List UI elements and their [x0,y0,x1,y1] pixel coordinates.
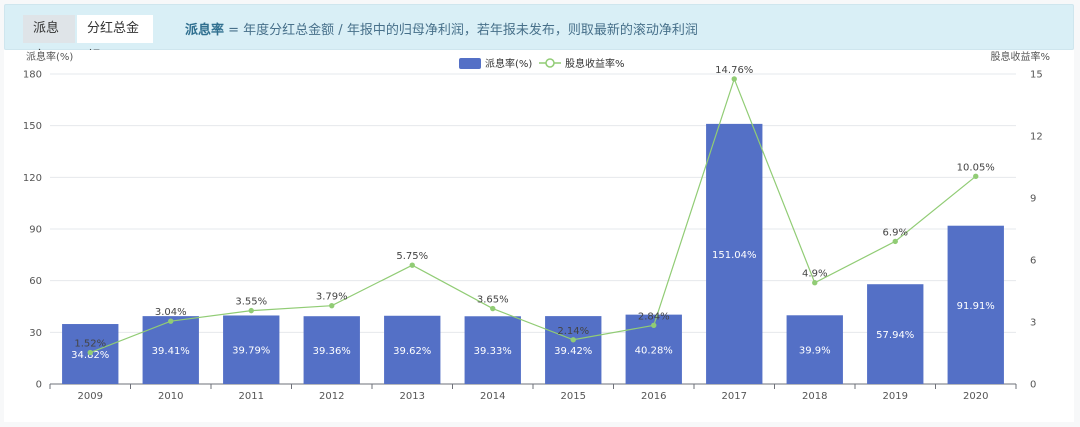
bar-data-label: 39.33% [474,346,512,357]
line-point [892,238,898,245]
line-dividend-yield [90,77,977,354]
legend-swatch-marker [545,58,555,68]
y-right-tick-label: 12 [1030,132,1043,143]
formula-description: 派息率 = 年度分红总金额 / 年报中的归母净利润，若年报未发布，则取最新的滚动… [185,19,698,38]
bar-data-label: 40.28% [635,345,673,356]
bar-payout-ratio [867,284,924,384]
line-data-label: 2.14% [557,326,589,337]
bar-payout-ratio [464,316,521,384]
line-point [812,280,818,286]
x-axis-tick-label: 2011 [239,391,264,402]
tab-payout-ratio[interactable]: 派息率 [23,15,75,64]
x-axis-tick-label: 2020 [963,391,988,402]
bar-payout-ratio [786,315,843,384]
line-data-label: 10.05% [957,162,995,173]
line-point [168,318,174,324]
y-right-tick-label: 15 [1030,70,1043,81]
line-data-label: 3.55% [235,297,267,308]
bar-data-label: 151.04% [712,250,757,261]
bar-payout-ratio [545,316,602,384]
bar-data-label: 39.41% [152,346,190,357]
y-right-tick-label: 0 [1030,380,1036,391]
line-point [490,305,496,312]
tab-total-dividend[interactable]: 分红总金额 [77,15,153,64]
x-axis-tick-label: 2014 [480,391,505,402]
chart-area: 0 30 60 90 120 150 180 0 3 6 9 12 15 派息率(%) 股息收益率% 34.8… [4,50,1074,422]
bar-payout-ratio [223,315,280,384]
formula-term: 派息率 [185,23,225,38]
y-left-tick-label: 120 [23,173,42,184]
y-left-tick-label: 150 [23,121,42,132]
y-left-axis-name: 派息率(%) [26,50,73,63]
line-point [570,337,576,343]
x-axis-tick-label: 2012 [319,391,344,402]
y-right-tick-label: 6 [1030,256,1036,267]
line-point [731,76,737,82]
line-point [409,262,415,268]
x-axis-tick-label: 2016 [641,391,666,402]
line-data-label: 3.79% [316,292,348,303]
line-point [248,307,254,314]
line-point [973,173,979,180]
y-right-tick-label: 9 [1030,194,1036,205]
formula-text: = 年度分红总金额 / 年报中的归母净利润，若年报未发布，则取最新的滚动净利润 [224,23,698,38]
bar-payout-ratio [142,316,199,384]
line-data-label: 6.9% [883,227,908,238]
chart-header-bar: 派息率 分红总金额 派息率 = 年度分红总金额 / 年报中的归母净利润，若年报未… [4,4,1074,64]
y-right-axis-name: 股息收益率% [990,50,1050,63]
bar-data-label: 39.79% [232,346,270,357]
bar-data-label: 34.82% [71,350,109,361]
bar-data-label: 39.42% [554,346,592,357]
line-data-label: 3.04% [155,307,187,318]
bar-payout-ratio [303,316,360,384]
line-point [87,349,93,356]
x-axis-tick-label: 2018 [802,391,827,402]
y-right-tick-label: 3 [1030,318,1036,329]
x-axis-tick-label: 2017 [722,391,747,402]
bar-data-label: 91.91% [957,301,995,312]
x-axis-tick-label: 2019 [883,391,908,402]
y-left-tick-label: 60 [29,276,42,287]
bar-data-label: 39.62% [393,346,431,357]
legend-label-bar: 派息率(%) [485,57,532,70]
x-axis-tick-label: 2010 [158,391,183,402]
legend-swatch-bar [459,58,481,69]
payout-chart: 0 30 60 90 120 150 180 0 3 6 9 12 15 派息率(%) 股息收益率% 34.8… [23,50,1050,402]
y-left-tick-label: 90 [29,225,42,236]
bar-payout-ratio [384,315,441,384]
bar-payout-ratio [706,123,763,385]
x-axis-tick-label: 2015 [561,391,586,402]
x-axis-tick-label: 2013 [400,391,425,402]
y-left-tick-label: 0 [36,380,42,391]
bar-data-label: 39.36% [313,346,351,357]
line-data-label: 2.84% [638,311,670,322]
line-data-label: 3.65% [477,295,509,306]
legend-label-line: 股息收益率% [565,57,625,70]
line-data-label: 14.76% [715,65,753,76]
line-point [651,322,657,329]
line-point [329,302,335,309]
line-data-label: 5.75% [396,251,428,262]
bar-payout-ratio [947,225,1004,384]
line-data-label: 4.9% [802,269,827,280]
y-left-tick-label: 30 [29,328,42,339]
bar-data-label: 39.9% [799,346,831,357]
bar-data-label: 57.94% [876,330,914,341]
y-left-tick-label: 180 [23,70,42,81]
x-axis-tick-label: 2009 [78,391,103,402]
line-data-label: 1.52% [74,339,106,350]
